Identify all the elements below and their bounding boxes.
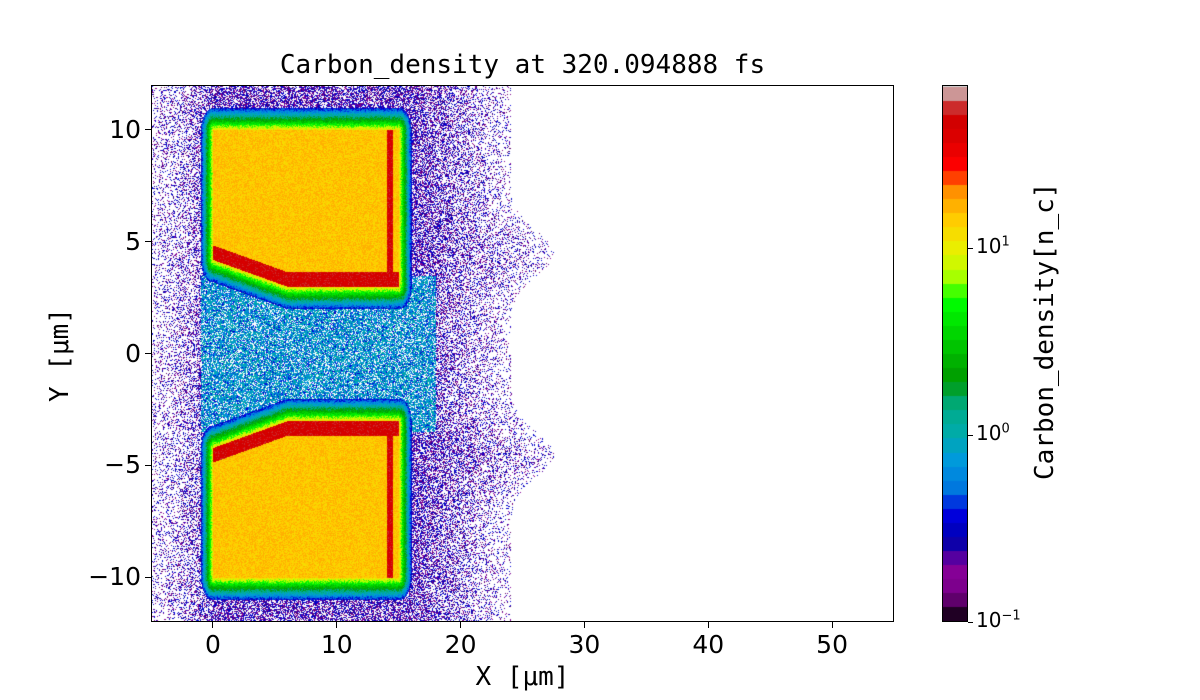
y-tick-label: 0 (125, 338, 141, 368)
x-tick-label: 0 (204, 630, 221, 659)
colorbar-tick (968, 621, 973, 623)
y-tick-label: 10 (109, 114, 141, 144)
density-heatmap (152, 86, 893, 621)
x-tick-label: 30 (568, 630, 601, 659)
colorbar-tick-label: 100 (976, 421, 1010, 445)
tick-exponent: −1 (1001, 608, 1021, 624)
chart-title: Carbon_density at 320.094888 fs (279, 50, 766, 80)
y-tick-label: −10 (88, 562, 141, 592)
colorbar-label-text: Carbon_density[n_c] (1030, 182, 1060, 480)
y-tick (145, 241, 151, 243)
x-tick-label: 10 (320, 630, 353, 659)
colorbar-label: Carbon_density[n_c] (1030, 183, 1060, 480)
tick-base: 10 (976, 421, 1002, 446)
y-tick-label: 5 (125, 226, 141, 256)
x-tick (831, 622, 833, 628)
colorbar-gradient (943, 86, 967, 621)
y-tick (145, 353, 151, 354)
colorbar-tick-label: 101 (976, 234, 1010, 258)
tick-base: 10 (976, 608, 1002, 632)
plot-area (151, 85, 894, 622)
y-tick (145, 576, 151, 578)
x-tick-label: 20 (444, 630, 477, 659)
x-tick (707, 622, 709, 628)
x-tick-label: 50 (816, 630, 848, 659)
x-tick (336, 622, 338, 628)
x-tick-label: 40 (692, 630, 725, 659)
x-tick (460, 622, 462, 628)
colorbar-tick (968, 247, 973, 249)
y-tick (145, 129, 151, 131)
colorbar-tick-label: 10−1 (976, 608, 1021, 632)
tick-exponent: 1 (1001, 234, 1010, 250)
x-tick (212, 622, 214, 628)
y-tick-label: −5 (104, 450, 141, 480)
tick-base: 10 (976, 234, 1002, 259)
y-tick (145, 464, 151, 466)
tick-exponent: 0 (1001, 421, 1010, 437)
x-axis-label: X [μm] (475, 662, 570, 692)
colorbar (942, 85, 968, 622)
x-tick (583, 622, 585, 628)
colorbar-tick (968, 434, 973, 436)
